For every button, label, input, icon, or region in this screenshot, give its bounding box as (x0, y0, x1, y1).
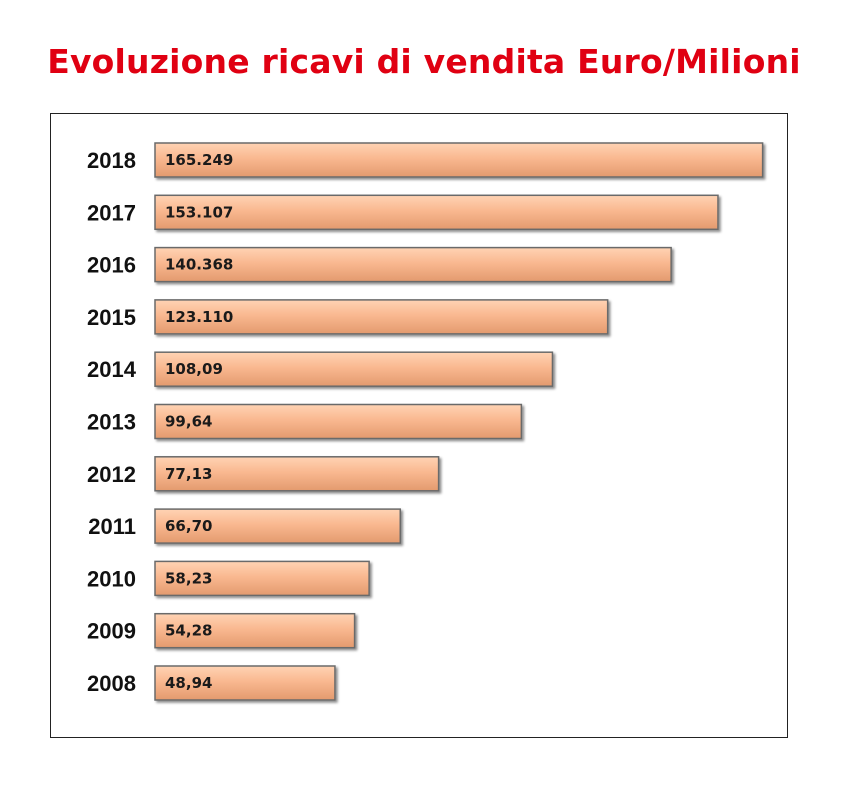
category-label-2014: 2014 (87, 357, 137, 382)
category-label-2018: 2018 (87, 148, 136, 173)
bar-2016 (154, 246, 672, 283)
chart-title: Evoluzione ricavi di vendita Euro/Milion… (47, 42, 801, 81)
bar-2014 (154, 351, 554, 387)
value-label-2018: 165.249 (165, 151, 233, 169)
bar-2012 (154, 456, 440, 492)
value-label-2017: 153.107 (165, 203, 233, 221)
bar-2015 (154, 299, 609, 335)
bar-2018 (154, 142, 764, 178)
value-label-2013: 99,64 (165, 413, 212, 431)
category-label-2015: 2015 (87, 305, 136, 330)
value-label-2009: 54,28 (165, 622, 212, 640)
bar-2008 (154, 665, 336, 701)
category-label-2013: 2013 (87, 410, 136, 435)
value-label-2014: 108,09 (165, 360, 223, 378)
value-label-2012: 77,13 (165, 465, 212, 483)
bar-2011 (154, 508, 402, 544)
bars-group: 2018 165.249 2017 153.107 2016 140.368 2015 123… (87, 142, 764, 701)
bar-2017 (154, 194, 719, 231)
bar-2010 (154, 560, 370, 597)
value-label-2010: 58,23 (165, 569, 212, 587)
bar-2009 (154, 612, 356, 649)
value-label-2011: 66,70 (165, 517, 212, 535)
category-label-2012: 2012 (87, 462, 136, 487)
value-label-2015: 123.110 (165, 308, 233, 326)
category-label-2017: 2017 (87, 200, 136, 225)
category-label-2016: 2016 (87, 253, 136, 278)
category-label-2009: 2009 (87, 619, 136, 644)
bar-2013 (154, 403, 523, 440)
value-label-2008: 48,94 (165, 674, 212, 692)
category-label-2008: 2008 (87, 671, 136, 696)
category-label-2010: 2010 (87, 566, 136, 591)
value-label-2016: 140.368 (165, 256, 233, 274)
category-label-2011: 2011 (88, 514, 136, 539)
